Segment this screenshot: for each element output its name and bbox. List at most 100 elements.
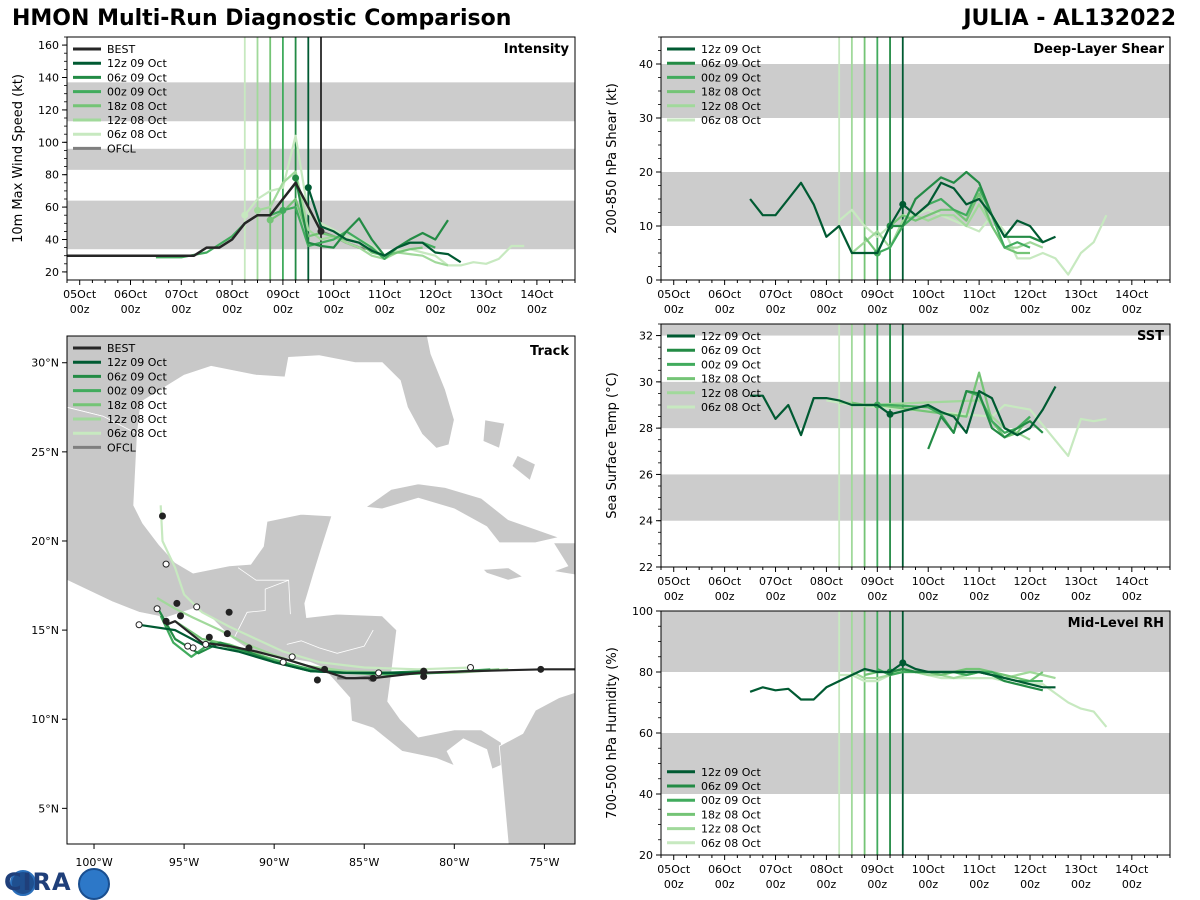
series-line-r06z08 — [838, 208, 1108, 276]
track-position-dot — [321, 665, 329, 673]
y-tick-label: 60 — [45, 201, 59, 214]
x-tick-label: 11Oct — [963, 575, 997, 588]
usa-landmass — [67, 336, 455, 449]
x-tick-label: 06Oct — [114, 288, 148, 301]
x-tick-label: 00z — [817, 878, 837, 891]
track-position-dot — [162, 617, 170, 625]
track-line-r12z09 — [138, 623, 424, 675]
x-tick-label: 05Oct — [657, 575, 691, 588]
legend-label: 12z 09 Oct — [701, 330, 761, 343]
track-position-open-dot — [153, 605, 161, 613]
track-position-open-dot — [162, 560, 170, 568]
track-position-open-dot — [279, 658, 287, 666]
y-tick-label: 160 — [38, 39, 59, 52]
legend-label: 18z 08 Oct — [107, 100, 167, 113]
x-tick-label: 09Oct — [861, 575, 895, 588]
lat-tick-label: 15°N — [31, 624, 59, 637]
x-tick-label: 00z — [1020, 590, 1040, 603]
jamaica-island — [482, 567, 524, 581]
legend-label: 06z 09 Oct — [107, 370, 167, 383]
y-tick-label: 32 — [639, 330, 653, 343]
sst-panel: 05Oct 00z 06Oct 00z 07Oct 00z 08Oct 00z 09Oct 00z… — [605, 323, 1171, 603]
x-tick-label: 13Oct — [470, 288, 504, 301]
x-tick-label: 10Oct — [912, 863, 946, 876]
lon-tick-label: 75°W — [529, 856, 559, 869]
y-tick-label: 30 — [639, 112, 653, 125]
track-position-dot — [225, 608, 233, 616]
lat-tick-label: 10°N — [31, 713, 59, 726]
panel-title: Deep-Layer Shear — [1033, 42, 1164, 57]
series-marker-r12z09 — [899, 200, 907, 208]
track-position-dot — [173, 599, 181, 607]
y-tick-label: 22 — [639, 561, 653, 574]
x-tick-label: 00z — [867, 590, 887, 603]
x-tick-label: 08Oct — [810, 863, 844, 876]
legend-label: 06z 09 Oct — [701, 780, 761, 793]
series-marker-r12z09 — [899, 659, 907, 667]
x-tick-label: 00z — [527, 303, 547, 316]
cuba-island — [364, 483, 561, 544]
track-position-open-dot — [193, 603, 201, 611]
x-tick-label: 13Oct — [1064, 288, 1098, 301]
y-tick-label: 0 — [646, 274, 653, 287]
series-marker-r06z08 — [241, 211, 249, 219]
shear-panel: 05Oct 00z 06Oct 00z 07Oct 00z 08Oct 00z 09Oct 00z… — [605, 36, 1171, 316]
country-border — [234, 579, 289, 638]
x-tick-label: 00z — [1122, 590, 1142, 603]
x-tick-label: 00z — [969, 303, 989, 316]
x-tick-label: 00z — [121, 303, 141, 316]
x-tick-label: 10Oct — [912, 575, 946, 588]
x-tick-label: 00z — [817, 303, 837, 316]
x-tick-label: 13Oct — [1064, 575, 1098, 588]
y-tick-label: 26 — [639, 468, 653, 481]
track-position-dot — [420, 672, 428, 680]
y-tick-label: 140 — [38, 72, 59, 85]
x-tick-label: 00z — [425, 303, 445, 316]
lat-tick-label: 5°N — [38, 802, 59, 815]
panel-title: Track — [530, 344, 569, 359]
track-position-open-dot — [135, 621, 143, 629]
x-tick-label: 00z — [375, 303, 395, 316]
x-tick-label: 12Oct — [1014, 863, 1048, 876]
y-axis-label: 700-500 hPa Humidity (%) — [605, 647, 620, 819]
track-position-open-dot — [288, 653, 296, 661]
track-position-open-dot — [202, 640, 210, 648]
track-plot-area — [67, 336, 575, 844]
shaded-band — [661, 474, 1170, 521]
x-tick-label: 09Oct — [266, 288, 300, 301]
series-line-r12z09 — [307, 187, 462, 264]
legend-label: OFCL — [107, 142, 137, 155]
legend-label: 06z 09 Oct — [701, 57, 761, 70]
x-tick-label: 06Oct — [708, 863, 742, 876]
lon-tick-label: 80°W — [439, 856, 469, 869]
legend-label: 12z 09 Oct — [107, 57, 167, 70]
x-tick-label: 00z — [817, 590, 837, 603]
track-position-open-dot — [375, 669, 383, 677]
cira-logo: CIRA — [4, 866, 114, 900]
x-tick-label: 06Oct — [708, 288, 742, 301]
track-position-dot — [158, 512, 166, 520]
x-tick-label: 00z — [867, 303, 887, 316]
legend-label: 06z 09 Oct — [107, 71, 167, 84]
legend-label: 00z 09 Oct — [107, 385, 167, 398]
series-marker-BEST — [317, 227, 325, 235]
y-tick-label: 20 — [639, 849, 653, 862]
bahamas-island — [482, 419, 506, 449]
series-line-r12z08 — [851, 667, 1056, 680]
rh-plot-area — [661, 611, 1170, 855]
y-tick-label: 80 — [45, 169, 59, 182]
y-tick-label: 20 — [45, 266, 59, 279]
x-tick-label: 00z — [324, 303, 344, 316]
lon-tick-label: 100°W — [75, 856, 112, 869]
series-marker-r12z09 — [304, 184, 312, 192]
x-tick-label: 05Oct — [657, 288, 691, 301]
shaded-band — [661, 733, 1170, 794]
x-tick-label: 00z — [1020, 878, 1040, 891]
legend-label: 06z 08 Oct — [107, 427, 167, 440]
y-tick-label: 40 — [639, 58, 653, 71]
x-tick-label: 00z — [715, 878, 735, 891]
y-axis-label: Sea Surface Temp (°C) — [605, 372, 620, 519]
x-tick-label: 14Oct — [520, 288, 554, 301]
x-tick-label: 09Oct — [861, 288, 895, 301]
series-line-BEST — [67, 181, 323, 257]
